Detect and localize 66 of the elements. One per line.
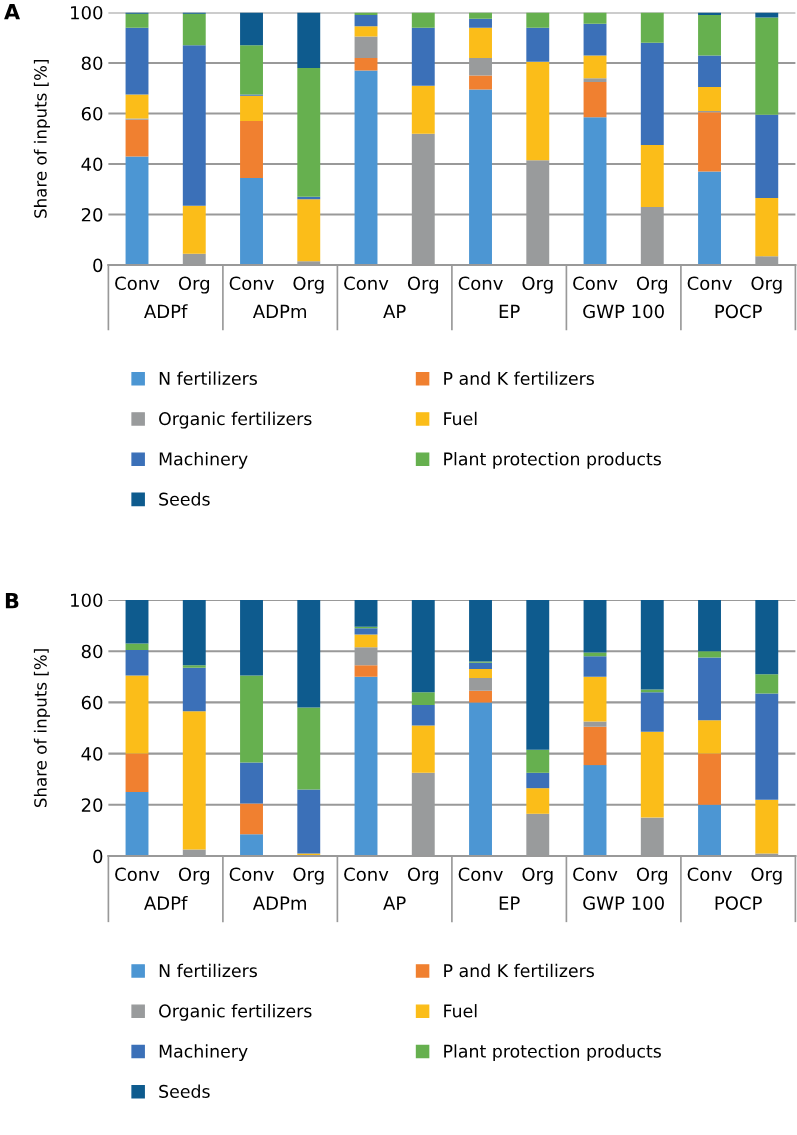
x-tick-label: Conv — [229, 276, 274, 291]
legend-label: Fuel — [444, 411, 477, 426]
y-axis-title: Share of inputs [%] — [33, 649, 50, 808]
legend-label: P and K fertilizers — [444, 963, 594, 978]
legend-label: Organic fertilizers — [159, 1004, 312, 1021]
y-tick-label: 0 — [93, 258, 103, 273]
y-tick-label: 20 — [81, 207, 103, 222]
chart-title: A — [4, 4, 21, 20]
text: GWP 100 — [583, 896, 664, 910]
y-tick-label: 20 — [81, 798, 103, 812]
legend-label: Machinery — [159, 1044, 248, 1062]
x-tick-label: Conv — [229, 867, 274, 882]
chart-title: B — [5, 593, 19, 609]
legend-label: N fertilizers — [159, 963, 257, 978]
text: ADPm — [252, 304, 306, 318]
x-tick-label: Org — [293, 276, 324, 294]
x-tick-label: Conv — [115, 867, 160, 882]
text: AP — [383, 304, 406, 318]
y-tick-label: 100 — [71, 5, 103, 20]
text: EP — [499, 896, 520, 910]
y-tick-label: 0 — [93, 849, 103, 864]
legend-label: N fertilizers — [159, 371, 257, 385]
legend-label: Fuel — [444, 1004, 477, 1018]
text: GWP 100 — [583, 304, 664, 319]
legend-label: Organic fertilizers — [159, 411, 312, 429]
y-tick-label: 40 — [81, 747, 103, 761]
text: AP — [383, 896, 406, 910]
x-tick-label: Org — [178, 867, 210, 885]
x-tick-label: Org — [751, 276, 782, 294]
y-tick-label: 80 — [81, 56, 103, 71]
text: POCP — [715, 304, 762, 319]
legend-label: Plant protection products — [444, 452, 661, 469]
x-tick-label: Org — [407, 276, 439, 294]
y-axis-title: Share of inputs [%] — [33, 59, 50, 218]
x-tick-label: Org — [522, 867, 553, 885]
x-tick-label: Conv — [344, 276, 389, 291]
legend-label: Seeds — [159, 492, 210, 506]
y-tick-label: 40 — [81, 157, 103, 172]
x-tick-label: Conv — [687, 276, 732, 291]
x-tick-label: Conv — [458, 867, 503, 882]
text: ADPf — [144, 895, 188, 910]
text: EP — [499, 304, 520, 318]
legend-label: Plant protection products — [444, 1044, 661, 1062]
x-tick-label: Org — [636, 276, 668, 294]
x-tick-label: Org — [178, 276, 210, 294]
legend-label: P and K fertilizers — [444, 371, 594, 385]
x-tick-label: Conv — [115, 276, 160, 291]
x-tick-label: Org — [293, 867, 324, 885]
y-tick-label: 60 — [81, 695, 103, 710]
text: POCP — [715, 896, 762, 910]
y-tick-label: 60 — [81, 106, 103, 121]
x-tick-label: Conv — [344, 867, 389, 882]
y-tick-label: 100 — [71, 593, 103, 608]
legend-label: Machinery — [159, 452, 248, 469]
x-tick-label: Org — [636, 867, 668, 885]
x-tick-label: Conv — [687, 867, 732, 882]
x-tick-label: Org — [751, 867, 782, 885]
y-tick-label: 80 — [81, 644, 103, 659]
text: ADPf — [144, 304, 188, 318]
x-tick-label: Conv — [573, 276, 618, 291]
x-tick-label: Conv — [573, 867, 618, 882]
text: ADPm — [252, 896, 306, 910]
x-tick-label: Org — [407, 867, 439, 885]
legend-label: Seeds — [159, 1084, 210, 1098]
x-tick-label: Conv — [458, 276, 503, 291]
x-tick-label: Org — [522, 276, 553, 294]
